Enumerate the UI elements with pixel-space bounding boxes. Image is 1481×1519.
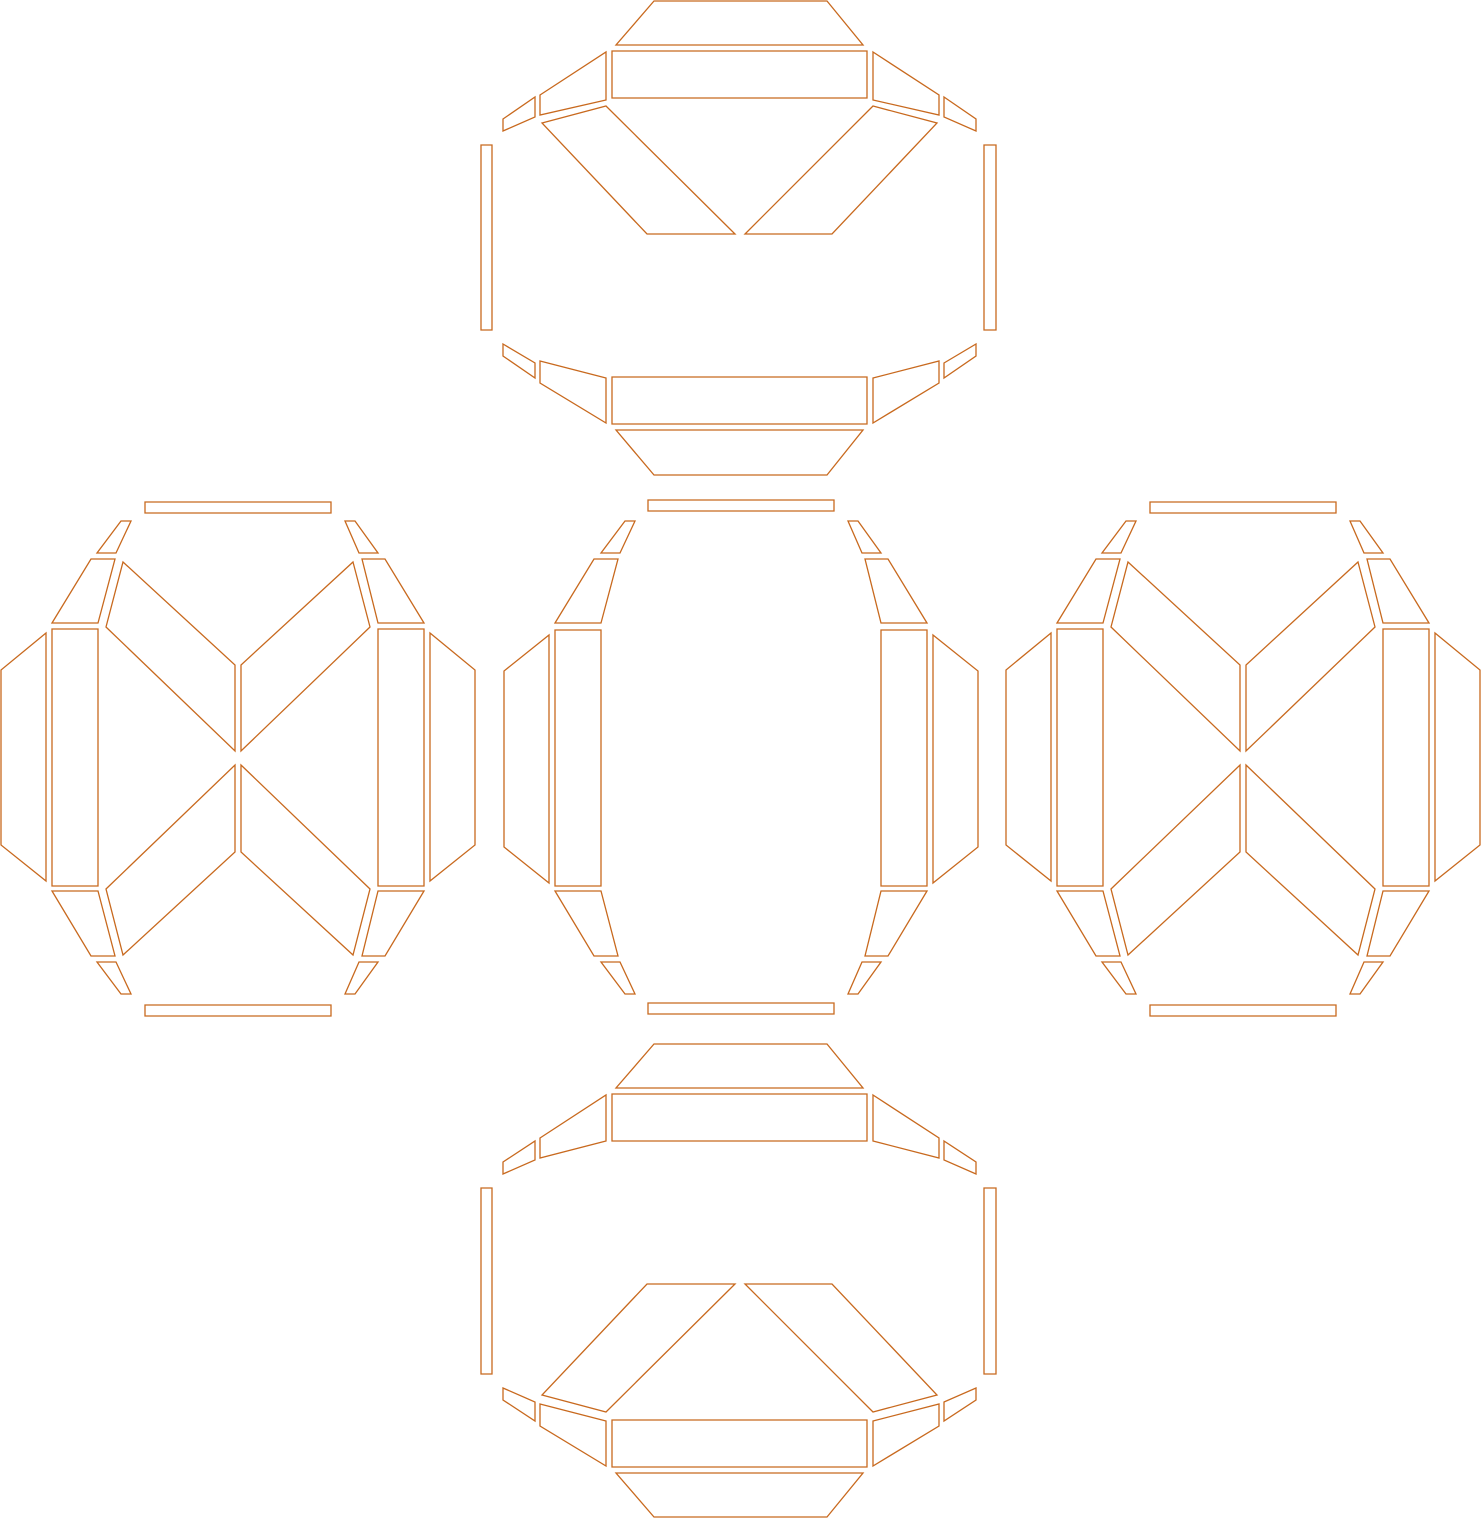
face-right-main-band-right xyxy=(1382,628,1430,887)
face-right-strip-top-left xyxy=(1055,558,1121,624)
face-left-main-band-left xyxy=(51,628,99,887)
face-top-diagonal-panel-right xyxy=(743,105,939,235)
face-top-lower-main-band xyxy=(611,376,868,425)
face-right-tab-bottom-left xyxy=(1100,961,1138,995)
face-top-outer-band xyxy=(614,0,865,46)
face-center-outer-band-right xyxy=(932,633,979,885)
face-bottom-lower-strip-left xyxy=(539,1403,607,1468)
face-right-strip-bottom-right xyxy=(1366,890,1431,957)
face-right-tab-top-right xyxy=(1349,520,1385,554)
face-bottom-lower-main-band xyxy=(611,1419,868,1468)
face-left-panel-upper-left xyxy=(105,560,236,753)
face-center-strip-top-right xyxy=(864,558,929,624)
face-center-edge-strip-top xyxy=(647,499,835,512)
face-top-lower-outer-band xyxy=(614,429,865,476)
face-center-strip-bottom-right xyxy=(864,890,929,957)
face-bottom-lower-tab-right xyxy=(943,1387,977,1423)
face-bottom-corner-tab-left xyxy=(502,1139,536,1175)
face-right-strip-bottom-left xyxy=(1055,890,1121,957)
face-left-outer-band-left xyxy=(0,631,47,883)
face-top-main-band xyxy=(611,50,868,99)
face-bottom-lower-strip-right xyxy=(872,1403,940,1468)
face-bottom xyxy=(480,1043,997,1518)
face-left-edge-strip-bottom xyxy=(144,1004,332,1017)
face-left-strip-top-right xyxy=(361,558,426,624)
face-left-panel-lower-right xyxy=(240,763,371,957)
face-top-lower-strip-left xyxy=(539,360,607,425)
face-right-outer-band-left xyxy=(1005,631,1052,883)
face-center-main-band-left xyxy=(554,629,602,887)
face-left-strip-bottom-right xyxy=(361,890,426,957)
face-right-panel-lower-left xyxy=(1110,763,1241,957)
face-top-side-strip-right xyxy=(872,50,940,116)
face-right-main-band-left xyxy=(1056,628,1104,887)
face-top-edge-strip-right xyxy=(983,144,997,331)
face-top-side-strip-left xyxy=(539,50,607,116)
face-top-diagonal-panel-left xyxy=(540,105,737,235)
face-right-edge-strip-bottom xyxy=(1149,1004,1337,1017)
face-bottom-diagonal-panel-right xyxy=(743,1283,939,1413)
face-center-outer-band-left xyxy=(503,633,550,885)
face-bottom-outer-band xyxy=(614,1043,865,1089)
face-left-strip-top-left xyxy=(50,558,116,624)
face-top xyxy=(480,0,997,476)
face-center-tab-top-right xyxy=(847,520,883,554)
face-center-strip-top-left xyxy=(553,558,619,624)
face-left-edge-strip-top xyxy=(144,501,332,514)
face-center-strip-bottom-left xyxy=(553,890,619,957)
face-bottom-side-strip-left xyxy=(539,1093,607,1159)
face-bottom-diagonal-panel-left xyxy=(540,1283,737,1413)
face-right-panel-lower-right xyxy=(1245,763,1376,957)
face-right-panel-upper-left xyxy=(1110,560,1241,753)
face-left-strip-bottom-left xyxy=(50,890,116,957)
face-top-edge-strip-left xyxy=(480,144,493,331)
face-center-main-band-right xyxy=(880,629,928,887)
face-center-tab-bottom-right xyxy=(847,961,883,995)
face-right-strip-top-right xyxy=(1366,558,1431,624)
face-center-tab-top-left xyxy=(599,520,637,554)
face-top-lower-strip-right xyxy=(872,360,940,425)
face-left-main-band-right xyxy=(377,628,425,887)
face-right-tab-bottom-right xyxy=(1349,961,1385,995)
face-left-tab-bottom-right xyxy=(344,961,380,995)
face-right-tab-top-left xyxy=(1100,520,1138,554)
face-center xyxy=(503,499,979,1015)
face-bottom-edge-strip-right xyxy=(983,1187,997,1375)
face-bottom-main-band xyxy=(611,1093,868,1142)
face-top-corner-tab-right xyxy=(943,95,977,132)
face-left-tab-top-right xyxy=(344,520,380,554)
face-top-corner-tab-left xyxy=(502,95,536,132)
face-right xyxy=(1005,501,1481,1017)
face-left-panel-upper-right xyxy=(240,560,371,753)
face-bottom-lower-outer-band xyxy=(614,1472,865,1518)
face-left-tab-top-left xyxy=(95,520,133,554)
face-right-edge-strip-top xyxy=(1149,501,1337,514)
face-center-tab-bottom-left xyxy=(599,961,637,995)
face-bottom-edge-strip-left xyxy=(480,1187,493,1375)
face-top-lower-tab-right xyxy=(943,342,977,380)
face-right-panel-upper-right xyxy=(1245,560,1376,753)
face-bottom-corner-tab-right xyxy=(943,1139,977,1175)
face-left-panel-lower-left xyxy=(105,763,236,957)
face-bottom-lower-tab-left xyxy=(502,1387,536,1423)
face-top-lower-tab-left xyxy=(502,342,536,380)
face-bottom-side-strip-right xyxy=(872,1093,940,1159)
face-right-outer-band-right xyxy=(1434,631,1481,883)
face-center-edge-strip-bottom xyxy=(647,1002,835,1015)
face-left xyxy=(0,501,476,1017)
face-left-outer-band-right xyxy=(429,631,476,883)
face-left-tab-bottom-left xyxy=(95,961,133,995)
